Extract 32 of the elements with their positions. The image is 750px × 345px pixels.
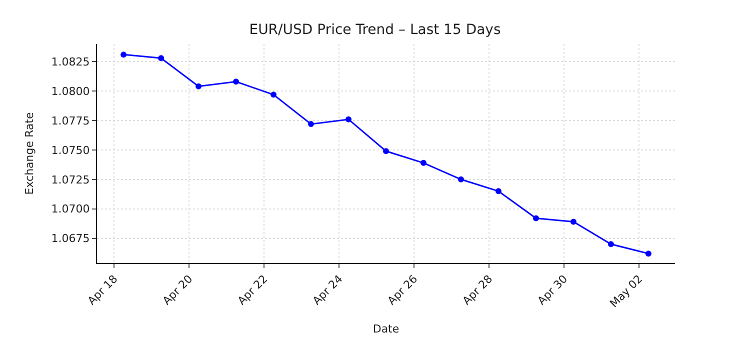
x-tick-label: Apr 18	[85, 272, 120, 308]
y-tick-label: 1.0775	[51, 114, 90, 128]
x-tick-label: Apr 30	[535, 272, 570, 308]
y-tick-label: 1.0675	[51, 232, 90, 246]
y-axis-title: Exchange Rate	[22, 112, 36, 195]
x-axis-title: Date	[372, 322, 400, 336]
point	[346, 116, 352, 122]
point	[233, 78, 240, 85]
point	[308, 121, 314, 128]
x-tick-label: Apr 20	[160, 272, 196, 308]
point	[608, 241, 614, 248]
point	[196, 83, 202, 90]
y-tick-label: 1.0800	[51, 84, 90, 98]
point	[158, 55, 164, 62]
point	[570, 218, 576, 225]
point	[120, 52, 127, 58]
point	[383, 148, 389, 154]
point	[458, 176, 464, 182]
point	[532, 215, 539, 222]
x-tick-label: Apr 28	[460, 272, 496, 308]
point	[645, 250, 652, 257]
chart-title: EUR/USD Price Trend – Last 15 Days	[249, 22, 501, 38]
x-tick-label: Apr 26	[385, 272, 420, 308]
point	[420, 160, 426, 166]
x-tick-label: Apr 24	[310, 272, 346, 308]
y-tick-label: 1.0725	[51, 173, 90, 186]
point	[270, 92, 277, 98]
y-tick-label: 1.0750	[51, 144, 90, 157]
x-tick-label: Apr 22	[235, 272, 270, 308]
point	[495, 188, 502, 194]
y-tick-label: 1.0700	[51, 202, 90, 216]
y-tick-label: 1.0825	[51, 56, 90, 69]
